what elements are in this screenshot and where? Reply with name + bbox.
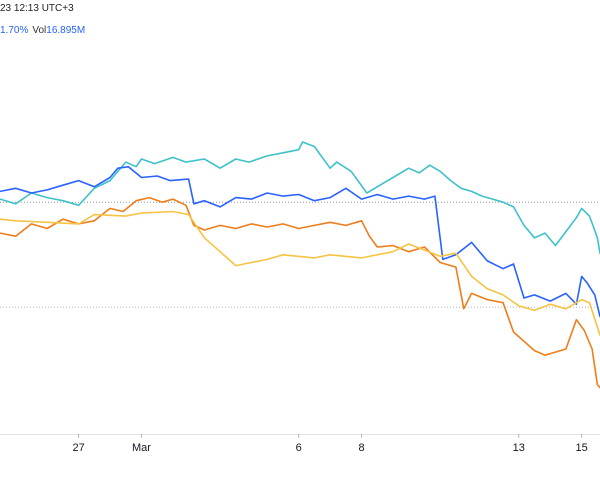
change-value: 1.70% — [0, 25, 29, 36]
x-tick-label: 13 — [513, 442, 525, 454]
stats-row: 1.70% Vol16.895M — [0, 25, 85, 36]
series-line-2 — [0, 165, 600, 318]
series-line-3 — [0, 196, 600, 389]
series-line-1 — [0, 141, 600, 254]
x-tick-label: 15 — [576, 442, 588, 454]
series-line-4 — [0, 210, 600, 336]
volume-label: Vol — [32, 25, 47, 36]
x-tick-label: 27 — [72, 442, 84, 454]
x-tick-label: 8 — [359, 442, 365, 454]
datetime-label: 23 12:13 UTC+3 — [0, 3, 74, 14]
x-tick-label: 6 — [296, 442, 302, 454]
volume-value: 16.895M — [46, 25, 86, 36]
x-tick-label: Mar — [132, 442, 151, 454]
